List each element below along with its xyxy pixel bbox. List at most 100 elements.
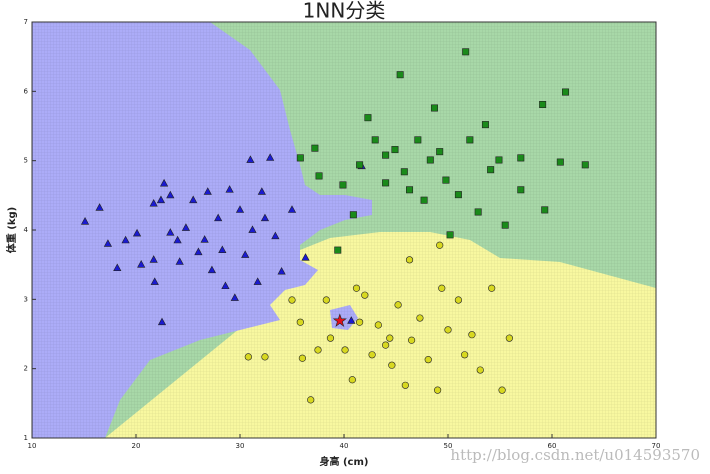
x-tick-label: 20 bbox=[132, 442, 141, 450]
point bbox=[241, 250, 250, 258]
point bbox=[386, 334, 394, 342]
point bbox=[517, 154, 525, 162]
point bbox=[181, 223, 191, 231]
chart-title: 1NN分类 bbox=[303, 0, 386, 23]
point bbox=[446, 231, 454, 239]
point bbox=[80, 217, 90, 225]
point bbox=[173, 235, 182, 244]
point bbox=[103, 239, 113, 247]
point bbox=[468, 331, 476, 339]
point bbox=[221, 281, 230, 290]
point bbox=[562, 88, 570, 96]
point bbox=[461, 351, 469, 359]
y-axis-label: 体重 (kg) bbox=[5, 207, 18, 253]
point bbox=[253, 277, 262, 285]
y-tick-label: 2 bbox=[24, 365, 28, 373]
point bbox=[315, 172, 323, 180]
point bbox=[400, 168, 408, 176]
point bbox=[371, 136, 379, 144]
point bbox=[288, 296, 296, 304]
point bbox=[474, 208, 482, 216]
point bbox=[214, 213, 223, 222]
point bbox=[322, 296, 330, 304]
point bbox=[225, 185, 234, 193]
point bbox=[150, 277, 159, 285]
point bbox=[498, 386, 506, 394]
point bbox=[382, 179, 390, 187]
point bbox=[349, 211, 357, 219]
y-tick-label: 1 bbox=[24, 434, 28, 442]
y-tick-label: 7 bbox=[24, 18, 28, 26]
point bbox=[352, 284, 361, 292]
x-tick-label: 60 bbox=[548, 442, 557, 450]
point bbox=[382, 341, 390, 349]
point bbox=[149, 199, 158, 207]
point bbox=[434, 386, 442, 394]
point bbox=[414, 136, 422, 144]
decision-regions bbox=[32, 22, 656, 438]
point bbox=[382, 151, 390, 159]
point bbox=[137, 260, 146, 268]
point bbox=[166, 228, 175, 236]
point bbox=[132, 228, 142, 237]
point bbox=[314, 346, 322, 354]
point bbox=[339, 181, 347, 189]
point bbox=[356, 318, 364, 326]
point bbox=[442, 176, 450, 184]
point bbox=[426, 156, 434, 164]
point bbox=[476, 366, 484, 374]
point bbox=[200, 235, 209, 243]
point bbox=[481, 121, 489, 129]
point bbox=[235, 205, 245, 213]
y-tick-label: 4 bbox=[24, 226, 29, 234]
point bbox=[430, 104, 438, 112]
point bbox=[156, 195, 166, 204]
point bbox=[401, 381, 409, 389]
point bbox=[391, 146, 399, 154]
x-tick-label: 10 bbox=[28, 442, 37, 450]
point bbox=[244, 353, 252, 361]
point bbox=[517, 186, 525, 194]
point bbox=[230, 293, 239, 301]
point bbox=[298, 354, 307, 362]
point bbox=[438, 284, 446, 292]
point bbox=[203, 187, 212, 195]
point bbox=[501, 221, 509, 229]
point bbox=[581, 161, 589, 169]
point bbox=[326, 334, 335, 342]
point bbox=[488, 284, 496, 292]
point bbox=[307, 396, 315, 404]
point bbox=[175, 257, 184, 265]
point bbox=[332, 313, 347, 327]
point bbox=[149, 255, 158, 263]
point bbox=[246, 155, 255, 163]
point bbox=[334, 246, 342, 254]
point bbox=[466, 136, 474, 144]
point bbox=[388, 361, 396, 369]
point bbox=[462, 48, 470, 56]
point bbox=[287, 205, 297, 213]
point bbox=[454, 296, 463, 304]
point bbox=[113, 263, 122, 272]
point bbox=[416, 314, 424, 322]
point bbox=[368, 351, 376, 359]
point bbox=[266, 153, 275, 161]
point bbox=[405, 256, 414, 264]
point bbox=[261, 353, 269, 361]
point bbox=[436, 148, 444, 156]
point bbox=[301, 253, 310, 261]
point bbox=[341, 346, 349, 354]
point bbox=[361, 291, 369, 299]
point bbox=[394, 301, 402, 309]
x-axis-label: 身高 (cm) bbox=[320, 455, 369, 468]
x-tick-label: 40 bbox=[340, 442, 349, 450]
point bbox=[364, 114, 372, 122]
y-tick-label: 5 bbox=[24, 157, 28, 165]
point bbox=[248, 225, 257, 233]
point bbox=[505, 334, 513, 342]
point bbox=[406, 186, 414, 194]
point bbox=[194, 247, 203, 256]
point bbox=[396, 71, 404, 79]
point bbox=[311, 144, 319, 152]
